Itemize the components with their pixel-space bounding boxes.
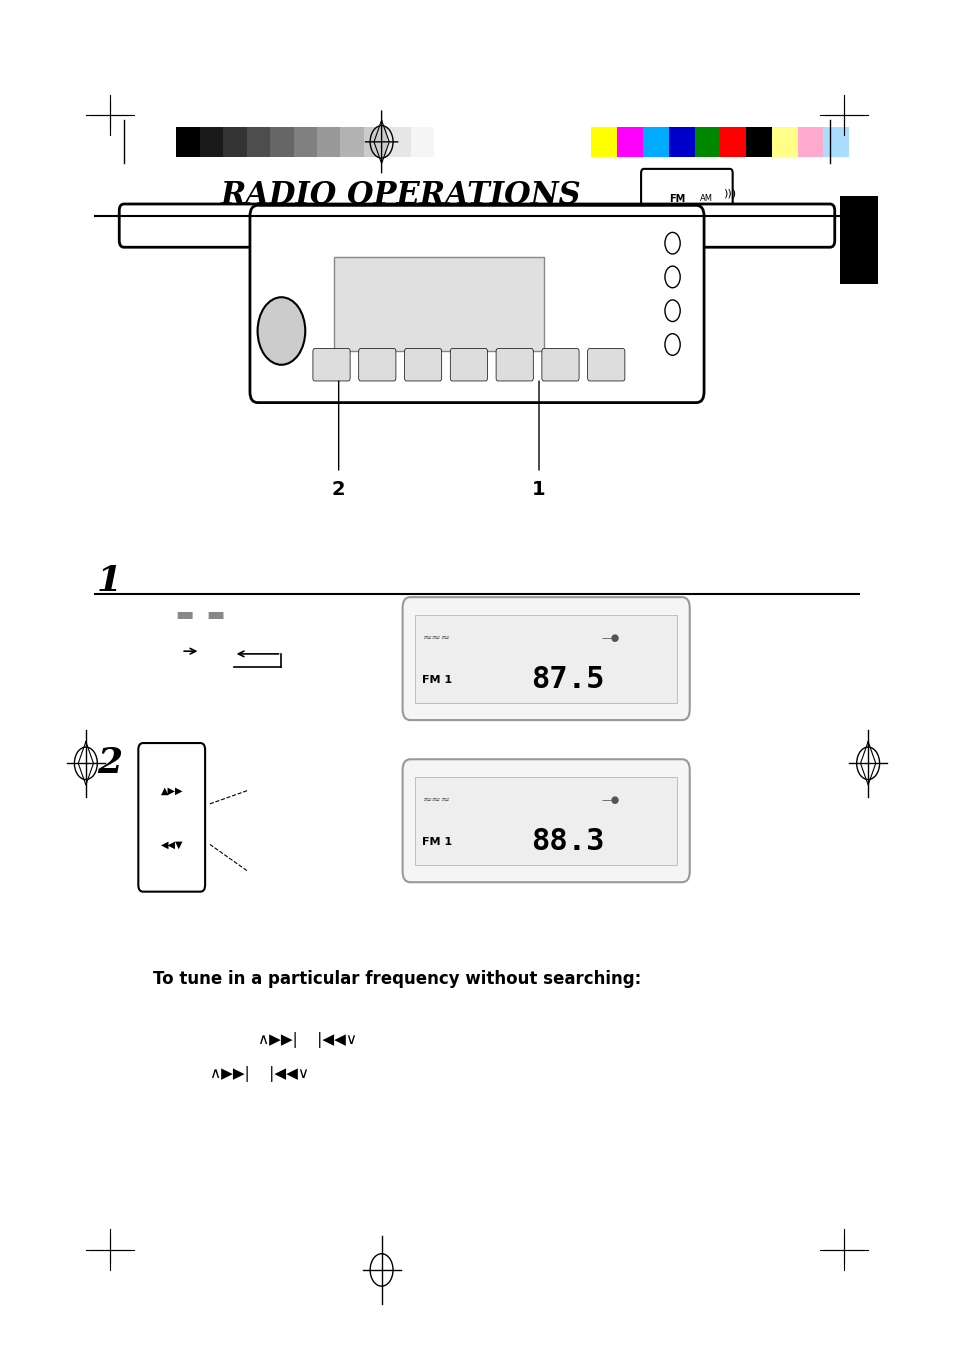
Bar (720, 127, 745, 157)
Bar (200, 127, 223, 157)
FancyBboxPatch shape (404, 349, 441, 381)
Text: AM: AM (699, 195, 712, 203)
FancyBboxPatch shape (587, 349, 624, 381)
Bar (839, 196, 877, 284)
Text: FM: FM (668, 193, 685, 204)
Circle shape (664, 266, 679, 288)
FancyBboxPatch shape (450, 349, 487, 381)
Bar (387, 127, 410, 157)
Text: ▲▶▶: ▲▶▶ (160, 785, 183, 796)
Bar (294, 127, 316, 157)
Text: —●: —● (600, 794, 619, 805)
Bar (223, 127, 247, 157)
Bar (363, 127, 387, 157)
Circle shape (664, 232, 679, 254)
FancyBboxPatch shape (402, 759, 689, 882)
FancyBboxPatch shape (358, 349, 395, 381)
Bar (617, 127, 642, 157)
FancyBboxPatch shape (119, 204, 834, 247)
Bar (415, 777, 677, 865)
FancyBboxPatch shape (496, 349, 533, 381)
Circle shape (664, 334, 679, 355)
Text: ◀◀▼: ◀◀▼ (160, 839, 183, 850)
Circle shape (664, 300, 679, 322)
Bar (270, 127, 294, 157)
Bar (642, 127, 668, 157)
Text: 1: 1 (97, 563, 122, 598)
Bar (591, 127, 617, 157)
Text: ∧▶▶|    |◀◀∨: ∧▶▶| |◀◀∨ (210, 1066, 309, 1082)
Bar (415, 615, 677, 703)
Text: 88.3: 88.3 (530, 827, 604, 857)
Text: FM 1: FM 1 (421, 836, 452, 847)
Text: ≈≈≈: ≈≈≈ (422, 794, 451, 805)
FancyBboxPatch shape (640, 169, 732, 220)
Text: 1: 1 (532, 480, 545, 499)
FancyBboxPatch shape (313, 349, 350, 381)
Bar (668, 127, 694, 157)
Bar (771, 127, 797, 157)
Bar (316, 127, 340, 157)
Bar (822, 127, 848, 157)
FancyBboxPatch shape (138, 743, 205, 892)
Text: ∧▶▶|    |◀◀∨: ∧▶▶| |◀◀∨ (257, 1032, 356, 1048)
Text: RADIO OPERATIONS: RADIO OPERATIONS (220, 181, 580, 211)
Text: To tune in a particular frequency without searching:: To tune in a particular frequency withou… (152, 970, 640, 989)
FancyBboxPatch shape (250, 205, 703, 403)
Text: ▬  ▬: ▬ ▬ (175, 605, 225, 624)
Bar (176, 127, 200, 157)
Bar (410, 127, 434, 157)
Bar (694, 127, 720, 157)
Text: 2: 2 (97, 746, 122, 781)
Bar (334, 257, 543, 351)
Bar (797, 127, 822, 157)
Text: ))): ))) (722, 188, 736, 199)
Circle shape (257, 297, 305, 365)
Text: 2: 2 (332, 480, 345, 499)
Text: FM 1: FM 1 (421, 674, 452, 685)
Bar (340, 127, 363, 157)
Bar (745, 127, 771, 157)
FancyBboxPatch shape (402, 597, 689, 720)
Text: ≈≈≈: ≈≈≈ (422, 632, 451, 643)
Text: —●: —● (600, 632, 619, 643)
Bar (247, 127, 270, 157)
FancyBboxPatch shape (541, 349, 578, 381)
Text: 87.5: 87.5 (530, 665, 604, 694)
